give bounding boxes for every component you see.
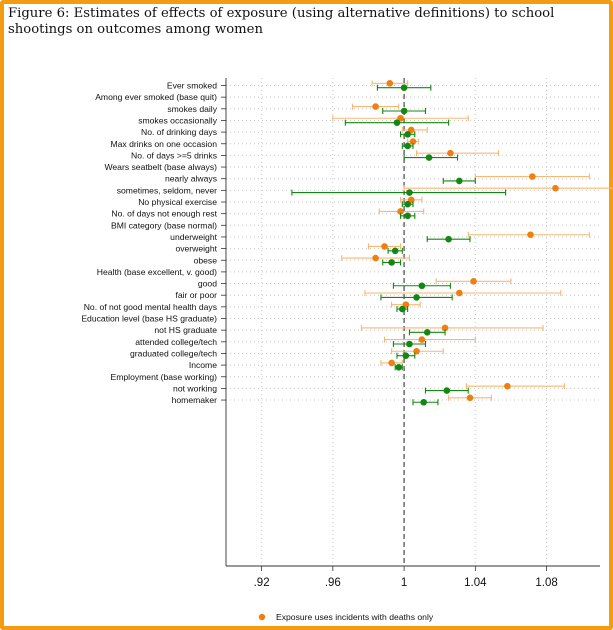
category-label: Education level (base HS graduate) bbox=[81, 314, 217, 324]
green-series-point bbox=[425, 154, 433, 161]
category-label: Income bbox=[189, 360, 217, 370]
orange-series-point bbox=[386, 80, 394, 87]
green-series-point bbox=[420, 398, 427, 406]
orange-series-point bbox=[466, 394, 474, 402]
category-label: BMI category (base normal) bbox=[111, 220, 217, 230]
category-label: Health (base excellent, v. good) bbox=[97, 267, 217, 277]
green-series-point bbox=[400, 84, 408, 91]
category-label: nearly always bbox=[165, 174, 217, 184]
orange-series-point bbox=[504, 382, 511, 390]
category-label: No. of not good mental health days bbox=[84, 302, 217, 312]
green-series-point bbox=[418, 282, 426, 290]
category-label: smokes daily bbox=[167, 104, 217, 114]
orange-series-point bbox=[447, 149, 454, 157]
category-label: No. of days not enough rest bbox=[111, 209, 217, 219]
green-series-point bbox=[404, 131, 411, 138]
category-label: Max drinks on one occasion bbox=[110, 139, 217, 149]
category-label: attended college/tech bbox=[135, 337, 217, 347]
green-series-point bbox=[400, 107, 408, 115]
orange-series-point bbox=[372, 103, 379, 110]
orange-series-point bbox=[388, 359, 395, 367]
category-label: graduated college/tech bbox=[130, 348, 217, 358]
green-series-point bbox=[413, 294, 420, 301]
category-label: homemaker bbox=[172, 395, 218, 405]
orange-series-point bbox=[529, 173, 536, 180]
orange-series-point bbox=[397, 208, 404, 215]
green-series-point bbox=[395, 364, 403, 371]
x-tick-label: .92 bbox=[254, 577, 270, 589]
green-series-point bbox=[393, 119, 401, 126]
green-series-point bbox=[456, 177, 463, 185]
green-series-point bbox=[406, 340, 413, 348]
orange-series-point bbox=[409, 138, 417, 145]
orange-series-point bbox=[470, 278, 477, 285]
orange-series-point bbox=[407, 126, 415, 134]
orange-series-point bbox=[381, 243, 388, 250]
green-series-point bbox=[406, 189, 413, 196]
x-tick-label: 1 bbox=[401, 577, 407, 589]
x-tick-label: .96 bbox=[325, 577, 341, 589]
category-label: underweight bbox=[170, 232, 217, 242]
orange-series-point bbox=[372, 254, 379, 262]
category-label: Ever smoked bbox=[167, 81, 217, 91]
category-label: obese bbox=[194, 255, 218, 265]
legend-label: Exposure uses incidents with deaths only bbox=[276, 612, 434, 622]
category-label: Among ever smoked (base quit) bbox=[95, 92, 217, 102]
green-series-point bbox=[404, 212, 411, 220]
green-series-point bbox=[399, 305, 406, 313]
category-label: No. of drinking days bbox=[141, 127, 217, 137]
orange-series-point bbox=[418, 336, 426, 343]
category-label: overweight bbox=[175, 244, 217, 254]
green-series-point bbox=[388, 259, 395, 266]
x-tick-label: 1.08 bbox=[535, 577, 557, 589]
orange-series-point bbox=[397, 114, 404, 122]
orange-series-point bbox=[456, 289, 463, 297]
green-series-point bbox=[423, 329, 431, 336]
orange-series-point bbox=[441, 324, 449, 332]
category-label: No physical exercise bbox=[138, 197, 217, 207]
green-series-point bbox=[443, 387, 451, 394]
orange-series-point bbox=[527, 231, 534, 239]
green-series-point bbox=[402, 352, 410, 359]
orange-series-point bbox=[552, 184, 559, 192]
category-label: fair or poor bbox=[175, 290, 217, 300]
category-label: Employment (base working) bbox=[110, 372, 217, 382]
figure-title: Figure 6: Estimates of effects of exposu… bbox=[8, 6, 555, 37]
category-label: not working bbox=[173, 383, 217, 393]
category-label: good bbox=[198, 279, 217, 289]
category-label: Wears seatbelt (base always) bbox=[104, 162, 217, 172]
green-series-point bbox=[391, 247, 399, 255]
green-series-point bbox=[445, 235, 452, 243]
category-label: not HS graduate bbox=[154, 325, 217, 335]
category-label: sometimes, seldom, never bbox=[117, 185, 217, 195]
green-series-point bbox=[404, 142, 411, 150]
green-series-point bbox=[404, 200, 411, 208]
category-label: No. of days >=5 drinks bbox=[131, 150, 217, 160]
x-tick-label: 1.04 bbox=[464, 577, 487, 589]
legend-marker bbox=[258, 613, 266, 621]
category-label: smokes occasionally bbox=[138, 115, 218, 125]
